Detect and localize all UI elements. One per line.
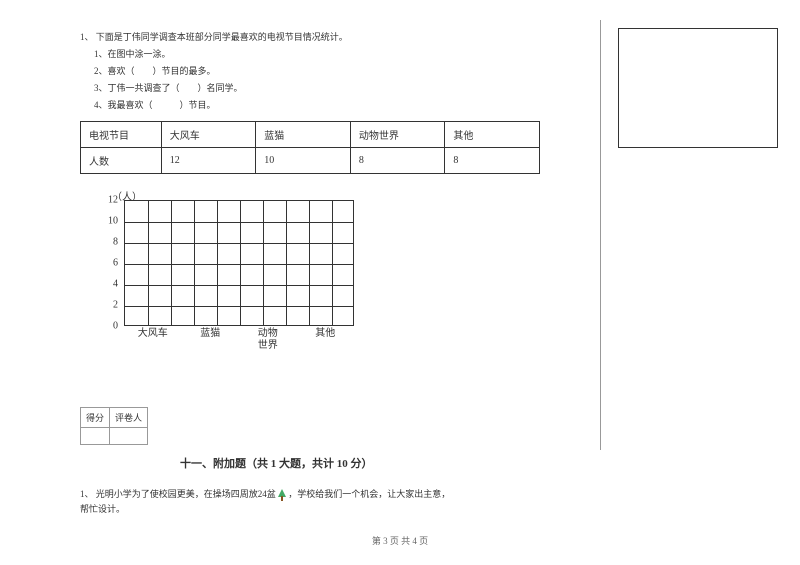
page-footer: 第 3 页 共 4 页 <box>0 534 800 547</box>
table-header: 其他 <box>445 122 540 148</box>
table-cell: 12 <box>161 148 256 174</box>
y-axis: 121086420 <box>94 200 124 326</box>
y-tick-label: 0 <box>113 321 118 332</box>
grid-h-line <box>125 306 353 307</box>
extra-text-after: ，学校给我们一个机会，让大家出主意， <box>288 489 450 499</box>
extra-question: 1、 光明小学为了使校园更美，在操场四周放24盆 ，学校给我们一个机会，让大家出… <box>80 487 580 518</box>
y-tick-label: 12 <box>108 195 118 206</box>
tree-icon <box>278 489 286 501</box>
grader-cell: 评卷人 <box>110 408 148 428</box>
table-cell: 8 <box>350 148 445 174</box>
grid-v-line <box>332 201 333 325</box>
grid-h-line <box>125 222 353 223</box>
sub-item-3: 3、丁伟一共调查了（ ）名同学。 <box>94 81 580 94</box>
x-tick-label: 蓝猫 <box>182 328 240 352</box>
grid-v-line <box>240 201 241 325</box>
grid-v-line <box>217 201 218 325</box>
main-content: 1、 下面是丁伟同学调查本班部分同学最喜欢的电视节目情况统计。 1、在图中涂一涂… <box>80 30 580 518</box>
grid-v-line <box>194 201 195 325</box>
table-header-row: 电视节目 大风车 蓝猫 动物世界 其他 <box>81 122 540 148</box>
table-cell: 人数 <box>81 148 162 174</box>
grid-h-line <box>125 264 353 265</box>
score-table: 得分 评卷人 <box>80 407 148 445</box>
y-tick-label: 6 <box>113 258 118 269</box>
extra-number: 1、 <box>80 489 94 499</box>
score-section: 得分 评卷人 <box>80 407 580 445</box>
score-blank <box>81 428 110 445</box>
table-header: 大风车 <box>161 122 256 148</box>
sub-item-2: 2、喜欢（ ）节目的最多。 <box>94 64 580 77</box>
grid-h-line <box>125 285 353 286</box>
y-tick-label: 10 <box>108 216 118 227</box>
y-tick-label: 4 <box>113 279 118 290</box>
section-title: 十一、附加题（共 1 大题，共计 10 分） <box>180 455 580 471</box>
table-header: 电视节目 <box>81 122 162 148</box>
score-cell: 得分 <box>81 408 110 428</box>
x-tick-label: 其他 <box>297 328 355 352</box>
y-tick-label: 2 <box>113 300 118 311</box>
extra-text-line2: 帮忙设计。 <box>80 502 580 517</box>
vertical-divider <box>600 20 601 450</box>
grid-v-line <box>309 201 310 325</box>
blank-answer-box <box>618 28 778 148</box>
table-header: 动物世界 <box>350 122 445 148</box>
grader-blank <box>110 428 148 445</box>
extra-text-before: 光明小学为了使校园更美，在操场四周放24盆 <box>96 489 278 499</box>
question-text: 下面是丁伟同学调查本班部分同学最喜欢的电视节目情况统计。 <box>96 32 348 42</box>
tv-program-table: 电视节目 大风车 蓝猫 动物世界 其他 人数 12 10 8 8 <box>80 121 540 174</box>
chart-grid <box>124 200 354 326</box>
x-tick-label: 大风车 <box>124 328 182 352</box>
sub-item-4: 4、我最喜欢（ ）节目。 <box>94 98 580 111</box>
question-number: 1、 <box>80 32 94 42</box>
question-1: 1、 下面是丁伟同学调查本班部分同学最喜欢的电视节目情况统计。 1、在图中涂一涂… <box>80 30 580 111</box>
grid-h-line <box>125 243 353 244</box>
grid-v-line <box>148 201 149 325</box>
bar-chart: （人） 121086420 大风车蓝猫动物世界其他 <box>94 192 374 352</box>
sub-item-1: 1、在图中涂一涂。 <box>94 47 580 60</box>
table-cell: 8 <box>445 148 540 174</box>
x-axis-labels: 大风车蓝猫动物世界其他 <box>124 328 354 352</box>
table-cell: 10 <box>256 148 351 174</box>
y-tick-label: 8 <box>113 237 118 248</box>
grid-v-line <box>286 201 287 325</box>
table-data-row: 人数 12 10 8 8 <box>81 148 540 174</box>
table-header: 蓝猫 <box>256 122 351 148</box>
grid-v-line <box>171 201 172 325</box>
grid-v-line <box>263 201 264 325</box>
x-tick-label: 动物世界 <box>239 328 297 352</box>
